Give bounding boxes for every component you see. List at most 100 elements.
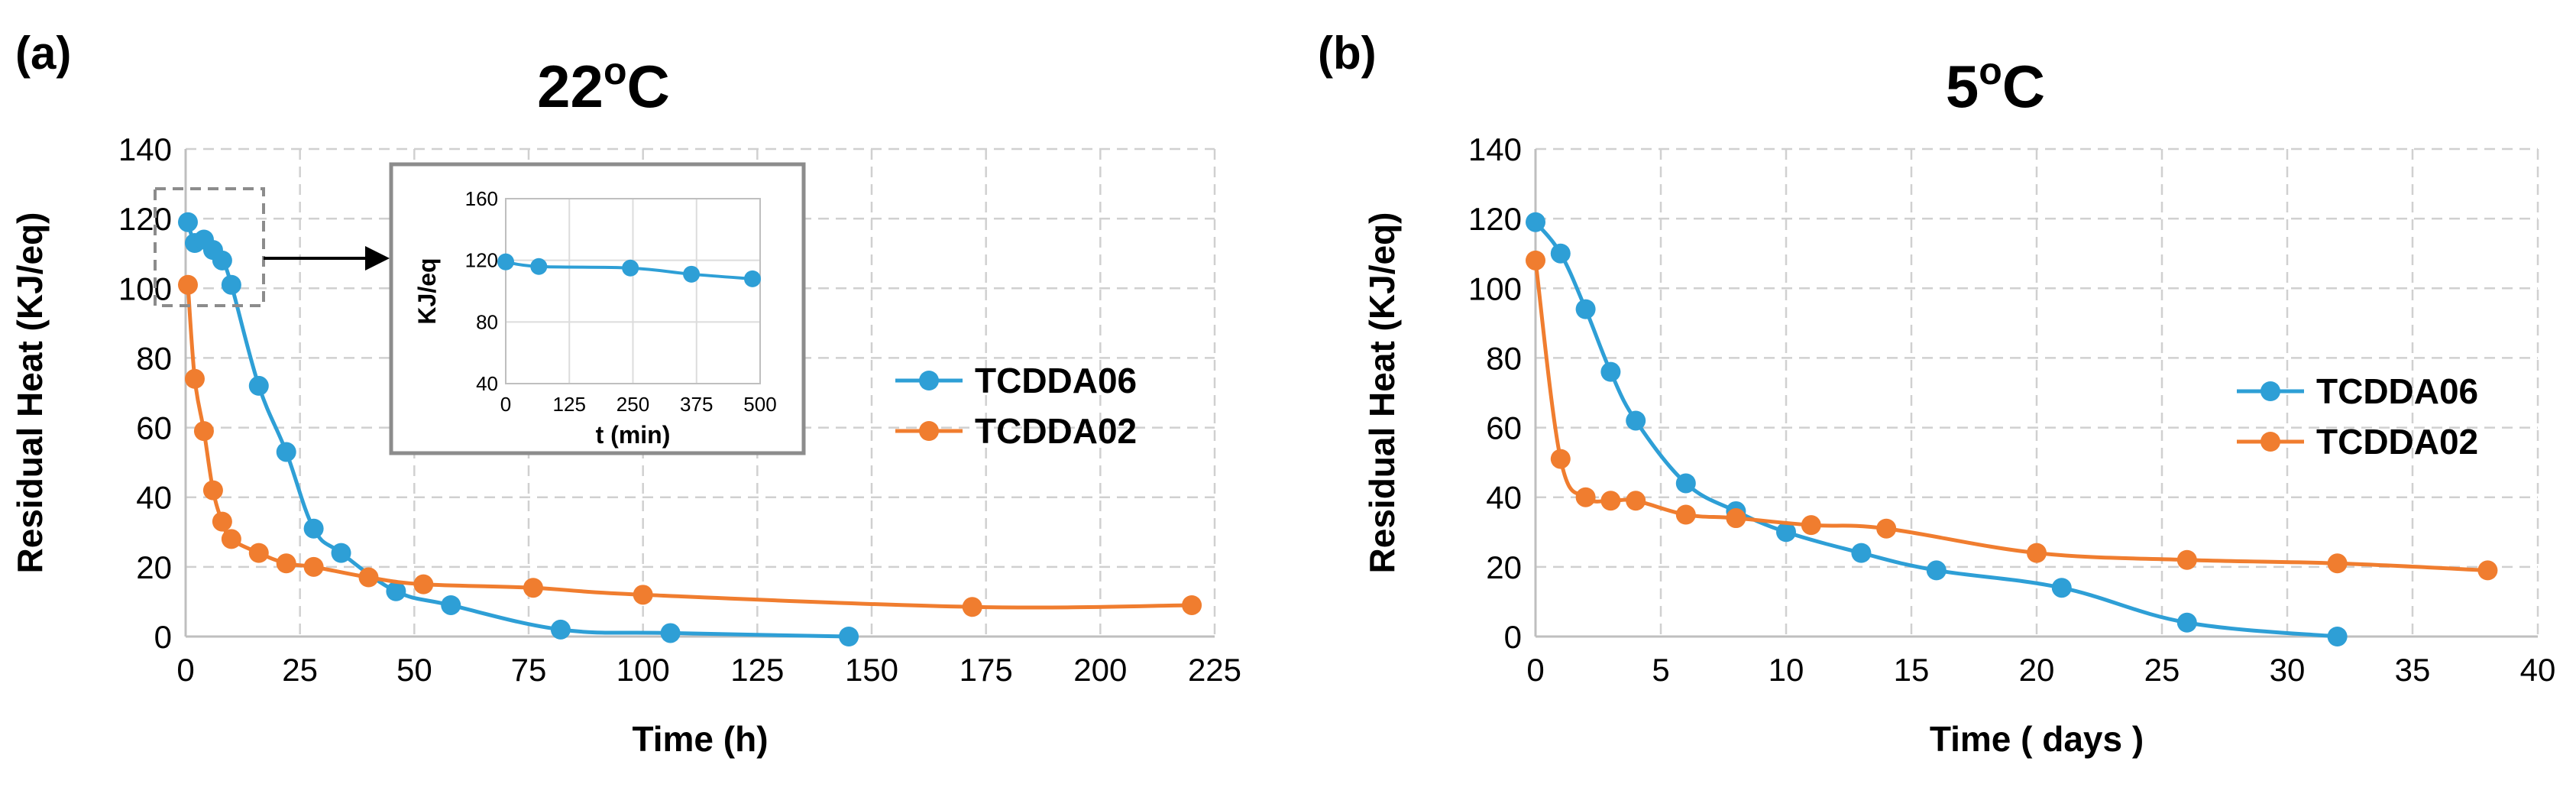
series-line-tcdda02	[1536, 261, 2487, 571]
chart-title-unit: C	[2002, 53, 2045, 120]
data-point-tcdda02	[2477, 560, 2497, 580]
data-point-tcdda02	[304, 557, 324, 577]
data-point-tcdda06	[304, 519, 324, 539]
x-tick-label: 30	[2270, 652, 2306, 688]
data-point-tcdda06	[332, 543, 351, 563]
x-tick-label: 50	[396, 652, 432, 688]
data-point-tcdda06	[277, 442, 296, 462]
data-point-tcdda06	[839, 627, 859, 646]
y-tick-label: 120	[1468, 201, 1522, 237]
chart-title-degree: o	[604, 50, 627, 92]
y-tick-label: 80	[136, 340, 172, 376]
data-point-tcdda06	[661, 623, 681, 643]
data-point-tcdda06	[2177, 613, 2197, 633]
legend-label-tcdda02: TCDDA02	[2316, 422, 2478, 462]
panel-label: (b)	[1318, 28, 1377, 79]
legend-marker-tcdda06	[2260, 381, 2280, 401]
x-tick-label: 150	[845, 652, 898, 688]
inset-data-point	[744, 271, 761, 287]
data-point-tcdda02	[1626, 491, 1646, 510]
inset-y-axis-label: KJ/eq	[413, 258, 441, 324]
x-tick-label: 25	[2144, 652, 2180, 688]
x-tick-label: 0	[176, 652, 194, 688]
data-point-tcdda06	[1551, 244, 1571, 264]
legend-label-tcdda02: TCDDA02	[975, 411, 1137, 451]
inset-data-point	[530, 258, 547, 275]
data-point-tcdda06	[1526, 212, 1545, 232]
data-point-tcdda02	[358, 568, 378, 588]
data-point-tcdda02	[194, 421, 214, 441]
panel-label: (a)	[15, 28, 71, 79]
x-axis-label: Time (h)	[632, 719, 768, 759]
data-point-tcdda06	[1600, 362, 1620, 382]
x-axis-label: Time ( days )	[1930, 719, 2144, 759]
data-point-tcdda02	[413, 575, 433, 595]
data-point-tcdda06	[212, 251, 232, 271]
data-point-tcdda06	[551, 620, 571, 640]
data-point-tcdda02	[523, 578, 543, 598]
inset-x-tick-label: 0	[500, 393, 511, 416]
data-point-tcdda02	[277, 553, 296, 573]
inset-data-point	[622, 260, 639, 277]
inset-x-tick-label: 500	[743, 393, 776, 416]
data-point-tcdda02	[249, 543, 269, 563]
data-point-tcdda06	[222, 275, 241, 295]
y-tick-label: 20	[1486, 549, 1522, 585]
y-tick-label: 40	[136, 480, 172, 516]
x-tick-label: 5	[1652, 652, 1669, 688]
legend-label-tcdda06: TCDDA06	[2316, 371, 2478, 411]
chart-title-unit: C	[626, 53, 669, 120]
y-tick-label: 100	[1468, 271, 1522, 306]
y-tick-label: 80	[1486, 340, 1522, 376]
x-tick-label: 25	[282, 652, 318, 688]
x-tick-label: 200	[1073, 652, 1127, 688]
x-tick-label: 35	[2395, 652, 2431, 688]
chart-title: 22oC	[537, 50, 670, 120]
inset-y-tick-label: 80	[476, 310, 498, 333]
x-tick-label: 15	[1894, 652, 1930, 688]
inset-frame	[391, 164, 804, 453]
inset-x-tick-label: 250	[616, 393, 649, 416]
data-point-tcdda06	[2052, 578, 2072, 598]
inset-y-tick-label: 160	[465, 187, 498, 210]
y-tick-label: 0	[1504, 619, 1522, 655]
data-point-tcdda02	[222, 529, 241, 549]
data-point-tcdda02	[1551, 449, 1571, 469]
data-point-tcdda02	[633, 585, 653, 604]
data-point-tcdda02	[185, 369, 205, 389]
data-point-tcdda02	[203, 481, 223, 501]
data-point-tcdda06	[1576, 300, 1596, 319]
inset-x-axis-label: t (min)	[596, 421, 671, 449]
y-tick-label: 60	[1486, 410, 1522, 446]
data-point-tcdda06	[1676, 473, 1696, 493]
data-point-tcdda06	[441, 595, 461, 615]
inset-x-tick-label: 125	[553, 393, 586, 416]
data-point-tcdda02	[1182, 595, 1202, 615]
zoom-arrow-head	[365, 246, 390, 271]
data-point-tcdda02	[1576, 488, 1596, 507]
x-tick-label: 125	[730, 652, 784, 688]
y-tick-label: 120	[118, 201, 172, 237]
data-point-tcdda06	[1626, 410, 1646, 430]
inset-y-tick-label: 40	[476, 372, 498, 395]
data-point-tcdda06	[2328, 627, 2348, 646]
x-tick-label: 100	[616, 652, 670, 688]
data-point-tcdda02	[212, 512, 232, 532]
data-point-tcdda02	[2328, 553, 2348, 573]
data-point-tcdda02	[1876, 519, 1896, 539]
data-point-tcdda02	[2177, 550, 2197, 570]
data-point-tcdda06	[1927, 560, 1947, 580]
x-tick-label: 0	[1526, 652, 1544, 688]
y-tick-label: 0	[154, 619, 172, 655]
data-point-tcdda06	[1851, 543, 1871, 563]
chart-title: 5oC	[1946, 50, 2045, 120]
chart-title-degree: o	[1979, 50, 2002, 92]
data-point-tcdda06	[178, 212, 198, 232]
legend-label-tcdda06: TCDDA06	[975, 361, 1137, 400]
legend-marker-tcdda06	[919, 371, 939, 390]
y-axis-label: Residual Heat (KJ/eq)	[1362, 212, 1402, 574]
inset-x-tick-label: 375	[680, 393, 713, 416]
y-tick-label: 40	[1486, 480, 1522, 516]
data-point-tcdda02	[1676, 505, 1696, 525]
